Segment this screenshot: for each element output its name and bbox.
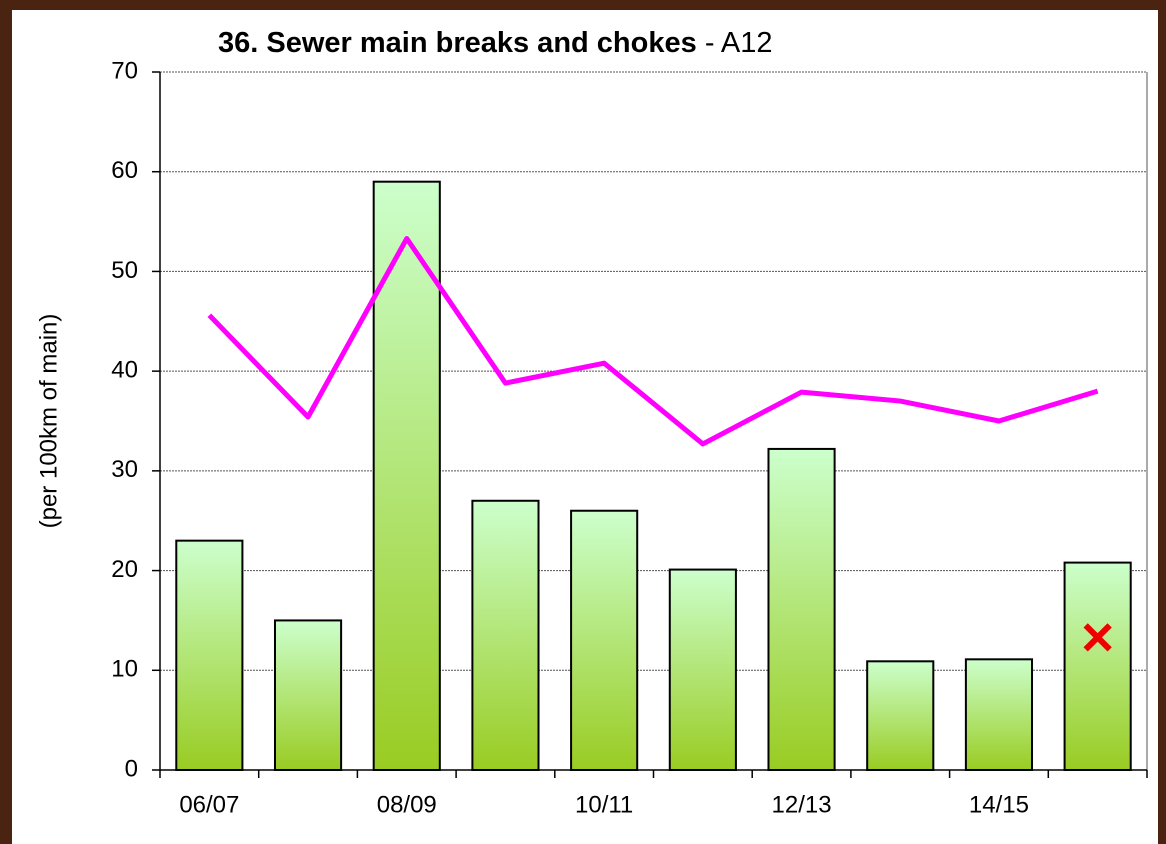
- bar: [273, 619, 343, 772]
- bar: [668, 568, 737, 771]
- y-tick-label: 70: [111, 57, 138, 84]
- bar: [471, 499, 540, 771]
- y-axis-label: (per 100km of main): [35, 314, 62, 529]
- y-tick-label: 50: [111, 257, 138, 284]
- y-tick-label: 60: [111, 157, 138, 184]
- bar: [964, 658, 1034, 771]
- y-tick-label: 20: [111, 556, 138, 583]
- bar: [570, 509, 639, 771]
- x-tick-label: 08/09: [377, 791, 437, 818]
- bar: [1063, 561, 1132, 772]
- y-tick-label: 40: [111, 356, 138, 383]
- title-main: 36. Sewer main breaks and chokes: [218, 27, 697, 59]
- y-tick-label: 10: [111, 656, 138, 683]
- x-tick-label: 06/07: [179, 791, 239, 818]
- x-tick-label: 12/13: [772, 791, 832, 818]
- x-tick-label: 14/15: [969, 791, 1029, 818]
- bar: [866, 660, 935, 771]
- bar: [767, 447, 836, 771]
- bar: [175, 539, 244, 772]
- y-tick-label: 0: [125, 755, 138, 782]
- line-series: [207, 236, 1099, 447]
- chart-title: 36. Sewer main breaks and chokes - A12: [218, 27, 773, 59]
- title-suffix: - A12: [705, 27, 773, 59]
- y-tick-label: 30: [111, 456, 138, 483]
- x-tick-label: 10/11: [575, 791, 633, 818]
- x-marker: [1083, 623, 1112, 652]
